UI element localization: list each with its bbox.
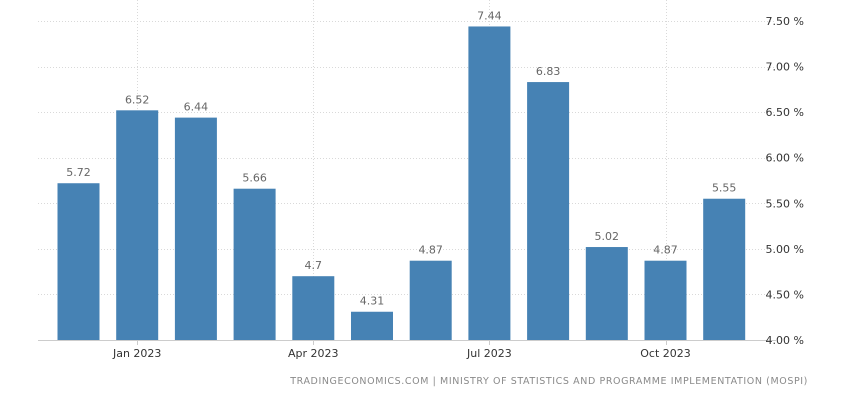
bar-sep-2023 — [585, 247, 628, 340]
data-label: 5.66 — [242, 172, 267, 185]
y-tick-label: 6.50 % — [766, 106, 804, 119]
y-axis: 4.00 % 4.50 % 5.00 % 5.50 % 6.00 % 6.50 % 7.00… — [766, 15, 804, 347]
data-label: 4.31 — [360, 295, 385, 308]
bar-jan-2023 — [116, 110, 159, 340]
x-tick-label: Jul 2023 — [466, 347, 512, 360]
bar-mar-2023 — [233, 188, 276, 340]
bar-dec-2022 — [57, 183, 100, 340]
bar-aug-2023 — [527, 82, 570, 341]
data-label: 4.87 — [418, 244, 443, 257]
bar-nov-2023 — [703, 198, 746, 340]
bars — [57, 26, 746, 341]
data-label: 4.7 — [305, 259, 323, 272]
data-label: 6.44 — [184, 101, 209, 114]
y-tick-label: 7.50 % — [766, 15, 804, 28]
x-tick-label: Apr 2023 — [288, 347, 339, 360]
data-label: 5.72 — [66, 166, 91, 179]
x-tick-label: Oct 2023 — [640, 347, 691, 360]
source-credit: TRADINGECONOMICS.COM | MINISTRY OF STATI… — [290, 376, 808, 387]
y-tick-label: 6.00 % — [766, 152, 804, 165]
bar-jul-2023 — [468, 26, 511, 341]
y-tick-label: 4.00 % — [766, 334, 804, 347]
bar-feb-2023 — [174, 117, 217, 341]
x-axis: Jan 2023 Apr 2023 Jul 2023 Oct 2023 — [38, 340, 776, 360]
y-tick-label: 7.00 % — [766, 61, 804, 74]
data-label: 6.52 — [125, 93, 150, 106]
bar-oct-2023 — [644, 260, 687, 340]
data-label: 7.44 — [477, 9, 502, 22]
data-label: 5.55 — [712, 182, 737, 195]
y-tick-label: 4.50 % — [766, 288, 804, 301]
y-tick-label: 5.50 % — [766, 197, 804, 210]
data-label: 4.87 — [653, 244, 678, 257]
y-tick-label: 5.00 % — [766, 243, 804, 256]
data-label: 5.02 — [595, 230, 620, 243]
grid — [38, 0, 776, 341]
bar-jun-2023 — [409, 260, 452, 340]
bar-may-2023 — [351, 311, 393, 340]
data-labels: 5.72 6.52 6.44 5.66 4.7 4.31 4.87 7.44 6.83 5.02 4… — [66, 9, 736, 307]
x-tick-label: Jan 2023 — [112, 347, 161, 360]
data-label: 6.83 — [536, 65, 561, 78]
bar-apr-2023 — [292, 276, 335, 340]
